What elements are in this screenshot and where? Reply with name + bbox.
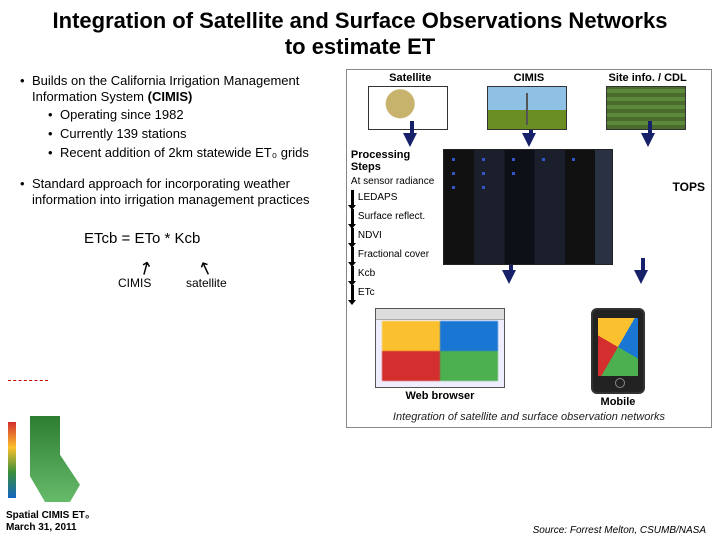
down-arrow-icon	[351, 209, 354, 225]
input-cimis: CIMIS	[487, 72, 571, 147]
colorbar	[8, 422, 16, 498]
step-item: Fractional cover	[351, 247, 443, 263]
step-label: Fractional cover	[358, 249, 429, 260]
down-arrow-icon	[634, 270, 648, 284]
down-arrow-icon	[351, 247, 354, 263]
down-arrow-icon	[502, 270, 516, 284]
output-label: Mobile	[553, 396, 683, 408]
input-siteinfo: Site info. / CDL	[606, 72, 690, 147]
server-image	[443, 149, 613, 265]
bullet-sub-1: Operating since 1982	[48, 107, 346, 124]
california-map	[8, 416, 94, 512]
source-attribution: Source: Forrest Melton, CSUMB/NASA	[533, 525, 706, 536]
bullet-sub-2: Currently 139 stations	[48, 126, 346, 143]
input-label: Site info. / CDL	[606, 72, 690, 84]
diagram-panel: Satellite CIMIS Site info. / CDL Process…	[346, 69, 712, 428]
input-satellite: Satellite	[368, 72, 452, 147]
input-row: Satellite CIMIS Site info. / CDL	[351, 72, 707, 147]
step-label: NDVI	[358, 230, 382, 241]
down-arrow-icon	[403, 133, 417, 147]
tops-label: TOPS	[673, 180, 705, 194]
down-arrow-icon	[522, 133, 536, 147]
step-label: ETc	[358, 287, 375, 298]
left-column: Builds on the California Irrigation Mana…	[8, 69, 346, 428]
satellite-image	[368, 86, 448, 130]
step-label: At sensor radiance	[351, 176, 434, 187]
bullet-main-1: Builds on the California Irrigation Mana…	[20, 73, 346, 106]
down-arrow-icon	[351, 190, 354, 206]
output-mobile: Mobile	[553, 308, 683, 408]
pointer-line	[8, 380, 48, 381]
processing-area: Processing Steps At sensor radiance LEDA…	[351, 149, 707, 304]
step-item: Surface reflect.	[351, 209, 443, 225]
down-arrow-icon	[641, 133, 655, 147]
step-item: Kcb	[351, 266, 443, 282]
input-label: CIMIS	[487, 72, 571, 84]
server-area	[443, 149, 707, 304]
cimis-image	[487, 86, 567, 130]
down-arrow-icon	[351, 228, 354, 244]
step-label: Kcb	[358, 268, 375, 279]
step-item: At sensor radiance	[351, 176, 443, 187]
content-area: Builds on the California Irrigation Mana…	[0, 65, 720, 428]
map-caption-line1: Spatial CIMIS ET₀	[6, 510, 89, 522]
ca-shape	[30, 416, 80, 502]
bullet-main-2: Standard approach for incorporating weat…	[20, 176, 346, 209]
step-item: LEDAPS	[351, 190, 443, 206]
steps-column: Processing Steps At sensor radiance LEDA…	[351, 149, 443, 304]
browser-image	[375, 308, 505, 388]
step-label: Surface reflect.	[358, 211, 425, 222]
map-caption: Spatial CIMIS ET₀ March 31, 2011	[6, 510, 89, 534]
steps-title: Processing Steps	[351, 149, 443, 173]
step-item: ETc	[351, 285, 443, 301]
cdl-image	[606, 86, 686, 130]
formula-label-satellite: satellite	[186, 276, 227, 290]
output-row: Web browser Mobile	[351, 308, 707, 408]
diagram-caption: Integration of satellite and surface obs…	[351, 411, 707, 423]
input-label: Satellite	[368, 72, 452, 84]
slide-title: Integration of Satellite and Surface Obs…	[0, 0, 720, 65]
mobile-image	[591, 308, 645, 394]
step-label: LEDAPS	[358, 192, 397, 203]
bullet-bold: (CIMIS)	[148, 89, 193, 104]
down-arrow-icon	[351, 285, 354, 301]
map-caption-line2: March 31, 2011	[6, 522, 89, 534]
formula-area: ETcb = ETo * Kcb ↗ ↖ CIMIS satellite	[48, 228, 346, 298]
output-browser: Web browser	[375, 308, 505, 408]
output-label: Web browser	[375, 390, 505, 402]
step-item: NDVI	[351, 228, 443, 244]
down-arrow-icon	[351, 266, 354, 282]
bullet-sub-3: Recent addition of 2km statewide ET₀ gri…	[48, 145, 346, 162]
formula-expr: ETcb = ETo * Kcb	[84, 230, 200, 247]
formula-label-cimis: CIMIS	[118, 276, 151, 290]
